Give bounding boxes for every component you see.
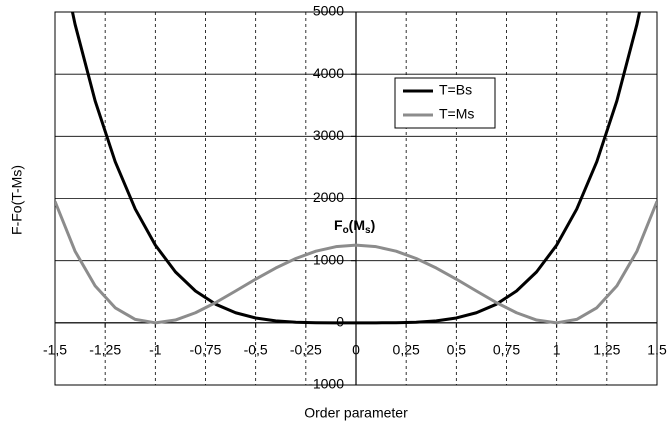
y-tick-label: -1000 [308, 376, 344, 392]
annotation-part: ) [371, 217, 376, 233]
annotation-part: F [334, 217, 343, 233]
y-tick-label: 2000 [313, 189, 344, 205]
x-tick-label: -0,25 [290, 342, 322, 358]
x-tick-label: -1,25 [89, 342, 121, 358]
y-tick-label: 3000 [313, 127, 344, 143]
y-tick-label: 4000 [313, 65, 344, 81]
x-tick-label: -0,5 [244, 342, 268, 358]
x-tick-label: 1,5 [647, 342, 667, 358]
x-tick-label: 1 [553, 342, 561, 358]
x-tick-label: -1 [149, 342, 162, 358]
x-tick-label: 0,75 [493, 342, 520, 358]
x-tick-label: 0 [352, 342, 360, 358]
x-tick-label: 0,25 [393, 342, 420, 358]
legend-label: T=Ms [439, 106, 474, 122]
series-line [70, 12, 642, 325]
x-tick-label: -0,75 [190, 342, 222, 358]
legend-box [394, 77, 496, 129]
x-tick-label: 0,5 [447, 342, 467, 358]
x-tick-label: 1,25 [593, 342, 620, 358]
x-tick-label: -1,5 [43, 342, 67, 358]
series-line [55, 200, 657, 325]
plot-area [55, 12, 657, 325]
annotation-part: (M [349, 217, 365, 233]
y-tick-label: 5000 [313, 3, 344, 19]
legend-label: T=Bs [439, 82, 472, 98]
y-axis-title: F-Fo(T-Ms) [9, 165, 25, 235]
annotation-part: s [365, 225, 371, 236]
annotation: Fo(Ms) [334, 217, 375, 236]
annotation-part: o [343, 225, 349, 236]
y-tick-label: 1000 [313, 251, 344, 267]
x-axis-title: Order parameter [304, 405, 408, 421]
